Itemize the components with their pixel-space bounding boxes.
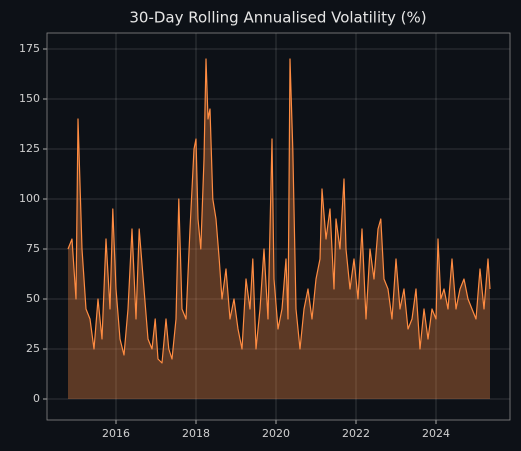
y-tick-label: 150 (19, 92, 40, 105)
line (67, 58, 491, 364)
x-tick-label: 2024 (422, 427, 450, 440)
x-tick-label: 2016 (102, 427, 130, 440)
y-tick-label: 50 (26, 292, 40, 305)
plot-frame (46, 32, 511, 421)
y-tick-label: 0 (33, 392, 40, 405)
area-fill (68, 59, 490, 399)
y-tick-label: 100 (19, 192, 40, 205)
y-tick-label: 175 (19, 42, 40, 55)
x-tick-label: 2022 (342, 427, 370, 440)
x-tick-label: 2020 (262, 427, 290, 440)
chart-title: 30-Day Rolling Annualised Volatility (%) (129, 9, 426, 27)
y-tick-label: 25 (26, 342, 40, 355)
y-tick-label: 75 (26, 242, 40, 255)
x-tick-label: 2018 (182, 427, 210, 440)
y-tick-label: 125 (19, 142, 40, 155)
